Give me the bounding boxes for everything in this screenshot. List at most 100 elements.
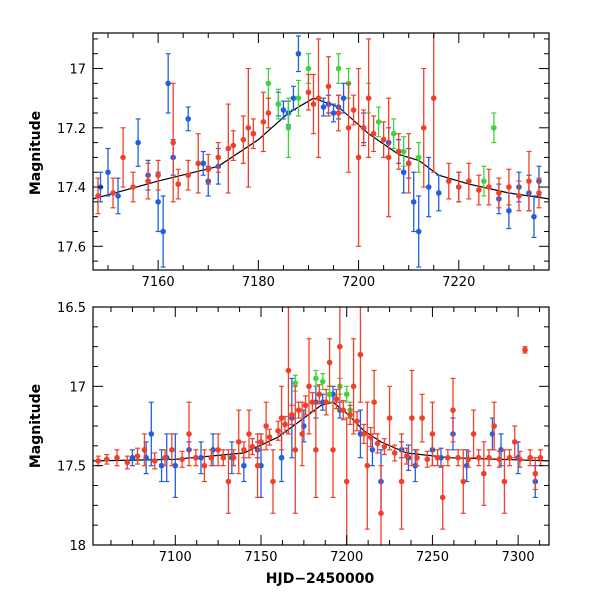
red-data-point [365, 38, 372, 159]
red-data-point [455, 449, 461, 467]
red-data-point [325, 56, 332, 117]
red-data-point [241, 441, 247, 459]
red-data-point [130, 171, 136, 203]
red-data-point [381, 438, 388, 456]
red-data-point [419, 393, 425, 443]
red-data-point [230, 449, 237, 467]
red-data-point [501, 449, 508, 514]
red-data-point [398, 433, 405, 530]
red-data-point [240, 115, 247, 164]
green-data-point [390, 118, 397, 150]
red-data-point [537, 449, 544, 467]
top-panel: 7160 7180 7200 7220 17 17.2 17.4 17.6 [57, 32, 550, 290]
green-data-point [275, 88, 282, 120]
y-tick-label: 17.2 [57, 122, 86, 137]
red-data-point [476, 174, 482, 206]
red-data-point [496, 450, 503, 468]
blue-data-point [158, 449, 165, 483]
green-data-point [400, 136, 407, 167]
blue-data-point [340, 82, 347, 114]
red-data-point [517, 450, 523, 468]
y-tick-label: 17 [69, 63, 86, 78]
blue-data-point [135, 118, 141, 167]
green-data-point [343, 385, 350, 403]
red-data-point [201, 449, 208, 483]
red-data-point [124, 455, 131, 470]
red-data-point [179, 450, 185, 468]
blue-data-point [280, 100, 287, 120]
red-data-point [481, 441, 487, 506]
red-data-point [295, 401, 302, 419]
red-data-point [466, 162, 472, 200]
red-data-point [225, 449, 232, 514]
red-data-point [309, 392, 316, 413]
red-data-point [522, 346, 528, 354]
red-data-point [367, 426, 374, 448]
red-data-point [266, 428, 273, 446]
blue-data-point [295, 35, 302, 73]
x-tick-label: 7180 [242, 275, 275, 290]
red-data-point [170, 82, 176, 203]
y-tick-label: 16.5 [57, 301, 86, 316]
red-data-point [313, 401, 319, 498]
blue-data-point [105, 147, 111, 197]
red-data-point [405, 133, 412, 194]
green-data-point [313, 369, 319, 387]
red-data-point [470, 409, 477, 459]
red-data-point [114, 449, 120, 467]
blue-data-point [165, 53, 171, 114]
model-curve [93, 97, 549, 200]
blue-data-point [185, 106, 192, 132]
green-data-point [319, 373, 326, 391]
red-data-point [95, 177, 101, 215]
red-data-point [263, 401, 269, 451]
red-data-point [186, 401, 192, 467]
plot-area [93, 33, 549, 268]
red-data-point [305, 73, 312, 111]
x-tick-label: 7250 [416, 550, 449, 565]
red-data-point [193, 449, 199, 467]
red-data-point [246, 409, 252, 459]
red-data-point [169, 433, 175, 467]
plot-area [93, 307, 549, 545]
red-data-point [364, 401, 371, 530]
blue-data-point [115, 177, 121, 215]
green-data-point [295, 79, 302, 117]
red-data-point [506, 449, 513, 467]
red-data-point [299, 401, 305, 467]
red-series [95, 307, 544, 545]
blue-data-point [129, 449, 136, 467]
top-y-axis-label: Magnitude [28, 111, 44, 195]
red-data-point [460, 449, 467, 514]
red-data-point [110, 177, 116, 209]
red-data-point [134, 447, 141, 465]
red-data-point [350, 338, 357, 435]
red-data-point [270, 449, 276, 514]
y-tick-label: 18 [69, 539, 86, 554]
red-data-point [285, 307, 292, 435]
red-data-point [250, 118, 257, 150]
red-data-point [289, 404, 295, 426]
blue-data-point [160, 195, 166, 268]
red-data-point [215, 433, 221, 467]
bottom-panel: 7100 7150 7200 7250 7300 16.5 17 17.5 18 [57, 301, 550, 565]
red-data-point [292, 385, 299, 514]
red-data-point [395, 133, 402, 170]
red-data-point [506, 168, 512, 206]
x-tick-label: 7220 [442, 275, 475, 290]
green-data-point [415, 142, 422, 173]
red-data-point [385, 97, 392, 218]
red-data-point [450, 377, 456, 443]
plot-frame [92, 32, 550, 271]
red-data-point [340, 400, 347, 421]
red-data-point [486, 168, 492, 206]
x-tick-label: 7200 [330, 550, 363, 565]
red-data-point [330, 401, 336, 498]
x-axis-label: HJD−2450000 [266, 571, 375, 587]
red-data-point [195, 133, 202, 194]
red-data-point [347, 404, 353, 426]
red-data-point [430, 33, 437, 173]
red-data-point [141, 433, 148, 467]
red-data-point [220, 449, 227, 467]
red-data-point [316, 384, 323, 405]
